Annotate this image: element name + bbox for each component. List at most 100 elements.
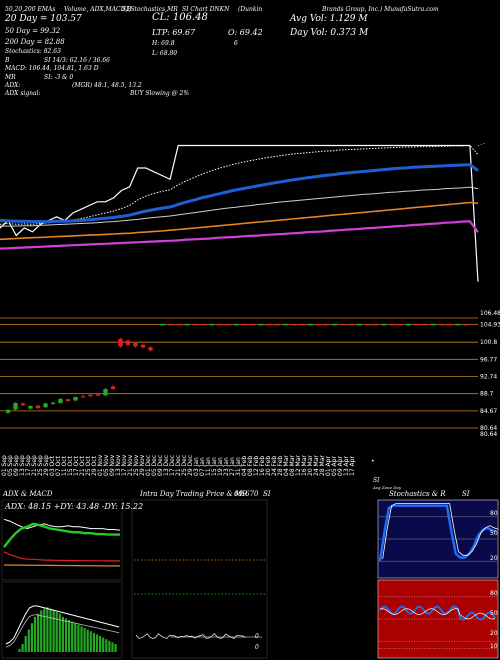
adx-signal-label: ADX signal:	[5, 90, 41, 97]
flat-candle	[422, 323, 428, 326]
macd-bar	[27, 629, 30, 652]
macd-bar	[74, 623, 77, 652]
low-value: L: 68.80	[152, 50, 178, 57]
ema-tail-marker	[477, 142, 487, 146]
flat-candle	[299, 323, 305, 326]
ema-line-price	[0, 144, 479, 282]
candle-body	[58, 398, 63, 404]
stoch-k-line	[378, 504, 497, 562]
si-level-80: 80	[490, 590, 498, 597]
x-axis-date-label: 09 Apr	[337, 456, 344, 476]
si-value-2: SI: -3 & 0	[44, 74, 74, 81]
header-source: Brands Group, Inc.) MunafaSutra.com	[322, 6, 439, 13]
macd-bar	[61, 616, 64, 652]
flat-candle	[373, 323, 379, 326]
x-axis-date-label: 20 Feb	[265, 456, 272, 476]
x-axis-date-label: 21 Dec	[175, 455, 182, 476]
flat-candle	[250, 323, 256, 326]
x-axis-date-label: 15 Jan	[211, 457, 218, 476]
x-axis-date-label: 29 Sep	[43, 455, 50, 476]
x-axis-date-label: 13 Apr	[343, 456, 350, 476]
flat-candle	[184, 323, 190, 326]
price-axis-label: 104.93	[480, 322, 500, 329]
flat-candle	[381, 323, 387, 326]
flat-candle	[291, 323, 297, 326]
ema-line-ema_orange	[0, 201, 479, 241]
macd-bar	[40, 610, 43, 652]
macd-bar	[77, 624, 80, 652]
macd-bar	[86, 629, 89, 652]
flat-candle	[201, 323, 206, 326]
macd-bar	[102, 637, 105, 652]
candle-body	[35, 405, 41, 409]
flat-candle	[176, 323, 182, 326]
ema50-value: 50 Day = 99.32	[5, 27, 61, 35]
adx-label: ADX:	[5, 82, 21, 89]
high-value: H: 69.8	[152, 40, 175, 47]
x-axis-date-label: 25 Oct	[85, 455, 92, 476]
macd-bar	[33, 616, 37, 652]
flat-candle	[414, 323, 420, 326]
price-axis-label: 80.64	[480, 431, 497, 438]
ema200-value: 200 Day = 82.88	[5, 38, 65, 46]
macd-bar	[83, 628, 86, 652]
x-axis-date-label: 11 Jan	[205, 457, 212, 476]
flat-candle	[406, 323, 411, 326]
candle-body	[95, 394, 101, 396]
x-axis-date-label: 17 Apr	[349, 456, 356, 476]
flat-candle	[160, 323, 165, 326]
x-axis-date-label: 29 Dec	[187, 455, 194, 476]
header-volume-label: Volume, ADX,MACD,B	[64, 6, 132, 13]
macd-bar	[111, 642, 114, 652]
x-axis-date-label: 17 Nov	[121, 454, 128, 476]
macd-bar	[68, 620, 71, 652]
x-axis-date-label: 13 Nov	[115, 454, 122, 476]
stochastics-panel	[377, 499, 499, 579]
si-dot: •	[371, 458, 375, 465]
candle-body	[43, 403, 48, 408]
close-value: CL: 106.48	[152, 12, 208, 23]
flat-candle	[258, 323, 264, 326]
intraday-price-line	[135, 633, 246, 639]
stochastics-value: Stochastics: 82.63	[5, 48, 61, 55]
x-axis-date-label: 31 Jan	[235, 457, 242, 476]
macd-value: MACD: 106.44, 104.81, 1.63 D	[5, 65, 99, 72]
candle-body	[20, 403, 26, 406]
price-axis-label: 84.67	[480, 408, 497, 415]
x-axis-date-label: 17 Oct	[73, 455, 80, 476]
x-axis-date-label: 13 Sep	[19, 455, 26, 476]
flat-candle	[225, 323, 231, 326]
x-axis-date-label: 21 Oct	[79, 455, 86, 476]
si-lines	[379, 596, 497, 649]
x-axis-date-label: 01 Apr	[325, 456, 332, 476]
x-axis-date-label: 17 Sep	[25, 455, 32, 476]
candle-body	[125, 340, 131, 346]
flat-candle	[356, 323, 362, 326]
macd-line	[5, 605, 120, 645]
stoch-level-80: 80	[490, 510, 498, 517]
macd-histogram	[5, 605, 120, 652]
macd-signal-line	[5, 614, 120, 648]
adx-lines	[3, 518, 121, 567]
si-level-50: 50	[490, 610, 498, 617]
x-axis-date-label: 24 Feb	[271, 456, 278, 476]
price-axis-label: 80.64	[480, 425, 497, 432]
x-axis-date-label: 13 Dec	[163, 455, 170, 476]
x-axis-date-label: 25 Dec	[181, 455, 188, 476]
x-axis-date-label: 15 Oct	[67, 455, 74, 476]
x-axis-date-label: 29 Nov	[139, 454, 146, 476]
flat-candle	[438, 323, 444, 326]
macd-bar	[99, 636, 102, 652]
x-axis-date-label: 21 Nov	[127, 454, 134, 476]
x-axis-date-label: 05 Sep	[7, 455, 14, 476]
intraday-price: 69.670	[234, 490, 259, 498]
price-axis-label: 88.7	[480, 391, 494, 398]
adx-macd-title: ADX & MACD	[3, 490, 53, 498]
stochastics-lines	[378, 503, 499, 562]
flat-candle	[463, 323, 469, 326]
x-axis-date-label: 01 Nov	[97, 454, 104, 476]
header-si-label: SI,Stochastics,MR	[122, 6, 178, 13]
price-axis-label: 100.8	[480, 339, 497, 346]
buy-signal: BUY Slowing @ 2%	[130, 90, 190, 97]
flat-candle	[307, 323, 313, 326]
